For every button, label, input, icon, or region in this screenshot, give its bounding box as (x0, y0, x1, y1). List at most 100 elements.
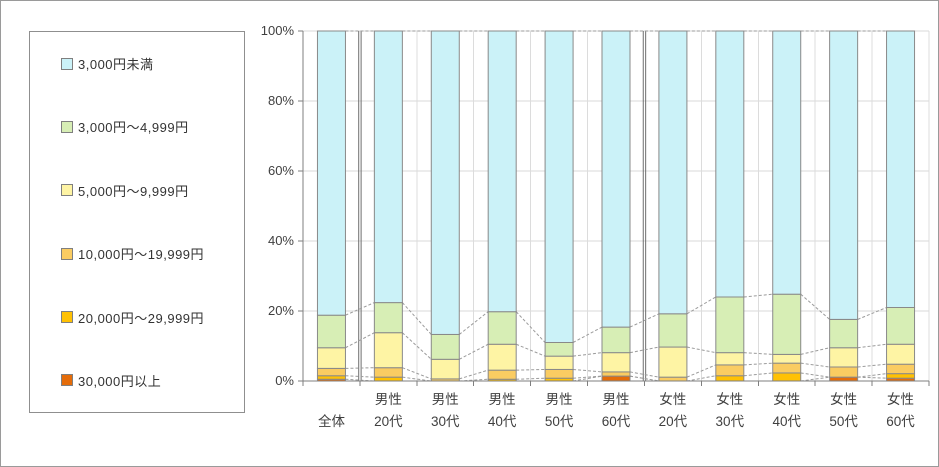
bar-segment (886, 30, 916, 308)
legend-item: 3,000円〜4,999円 (61, 119, 234, 136)
x-axis-category-label: 女性 (773, 391, 800, 407)
x-axis-category-label: 40代 (488, 414, 517, 429)
x-axis-category-label: 女性 (887, 391, 914, 407)
y-axis-tick-label: 100% (261, 23, 295, 38)
y-axis-tick-label: 20% (268, 303, 294, 318)
x-axis-category-label: 女性 (830, 391, 857, 407)
legend-label: 30,000円以上 (78, 373, 162, 389)
bar-segment (544, 368, 574, 379)
bar-segment (430, 30, 460, 335)
series-connector-line (572, 326, 603, 343)
legend-item: 30,000円以上 (61, 373, 234, 389)
legend-color-swatch-icon (61, 247, 73, 260)
bar-segment (658, 313, 688, 348)
x-axis-category-label: 20代 (659, 414, 688, 429)
bar-segment (601, 352, 631, 373)
bar-segment (772, 372, 802, 382)
bar-segment (772, 30, 802, 295)
series-connector-line (345, 367, 375, 369)
legend-color-swatch-icon (61, 374, 73, 387)
series-connector-line (629, 346, 660, 354)
x-axis-category-label: 30代 (431, 414, 460, 429)
series-connector-line (686, 364, 717, 378)
series-connector-line (686, 296, 717, 315)
x-axis-category-label: 男性 (489, 392, 516, 407)
series-connector-line (459, 343, 489, 360)
bar-segment (715, 375, 745, 382)
y-axis-tick-label: 80% (268, 93, 294, 108)
y-axis-tick-label: 60% (268, 163, 294, 178)
bar-segment (772, 362, 802, 374)
legend-label: 5,000円〜9,999円 (78, 183, 189, 199)
bar-segment (886, 373, 916, 379)
x-axis-category-label: 50代 (829, 414, 858, 429)
x-axis-category-label: 60代 (602, 414, 631, 429)
bar-segment (487, 30, 517, 313)
series-connector-line (515, 311, 546, 343)
series-connector-line (800, 293, 830, 320)
series-connector-line (345, 375, 375, 378)
x-axis-category-label: 女性 (659, 391, 686, 407)
bar-segment (601, 371, 631, 377)
series-connector-line (402, 332, 432, 360)
bar-segment (487, 369, 517, 380)
bar-segment (601, 30, 631, 328)
bar-segment (658, 346, 688, 378)
series-connector-line (857, 307, 887, 320)
bar-segment (544, 342, 574, 357)
legend-label: 3,000円〜4,999円 (78, 120, 189, 136)
legend-label: 3,000円未満 (78, 57, 154, 72)
bar-segment (658, 30, 688, 315)
bar-segment (544, 30, 574, 343)
bar-segment (487, 343, 517, 371)
bar-segment (316, 347, 346, 369)
series-connector-line (629, 313, 660, 328)
series-connector-line (629, 371, 659, 378)
bar-segment (886, 343, 916, 365)
series-connector-line (401, 302, 432, 335)
bar-segment (886, 307, 916, 345)
series-connector-line (345, 302, 375, 316)
bar-segment (487, 311, 517, 345)
bar-segment (829, 318, 859, 349)
x-axis-category-label: 女性 (716, 391, 743, 407)
legend-color-swatch-icon (61, 120, 73, 133)
x-axis-category-label: 20代 (374, 414, 403, 429)
series-connector-line (515, 343, 546, 357)
series-connector-line (458, 311, 489, 335)
bar-segment (373, 302, 403, 334)
x-axis-category-label: 男性 (432, 392, 459, 407)
legend-color-swatch-icon (61, 311, 73, 324)
legend-item: 3,000円未満 (61, 56, 234, 72)
bar-segment (544, 355, 574, 370)
x-axis-category-label: 60代 (886, 414, 915, 429)
x-axis-category-label: 男性 (603, 392, 630, 407)
bar-segment (829, 366, 859, 378)
series-connector-line (345, 332, 375, 349)
legend-item: 5,000円〜9,999円 (61, 183, 234, 199)
bar-segment (772, 353, 802, 364)
bar-segment (715, 364, 745, 377)
bar-segment (430, 333, 460, 360)
x-axis-category-label: 50代 (545, 414, 574, 429)
bar-segment (316, 375, 346, 380)
bar-segment (373, 332, 403, 369)
legend-label: 20,000円〜29,999円 (78, 310, 205, 326)
legend-item: 20,000円〜29,999円 (61, 310, 234, 326)
legend-color-swatch-icon (61, 57, 73, 70)
bar-segment (316, 30, 346, 316)
x-axis-category-label: 男性 (375, 392, 402, 407)
bar-segment (373, 367, 403, 378)
x-axis-category-label: 40代 (772, 414, 801, 429)
bar-segment (715, 296, 745, 354)
bar-segment (601, 326, 631, 354)
bar-segment (715, 30, 745, 298)
y-axis-tick-label: 0% (275, 373, 294, 388)
bar-segment (316, 367, 346, 377)
legend-label: 10,000円〜19,999円 (78, 247, 205, 263)
y-axis-tick-label: 40% (268, 233, 294, 248)
bar-segment (829, 30, 859, 320)
x-axis-category-label: 男性 (546, 392, 573, 407)
bar-segment (430, 358, 460, 380)
